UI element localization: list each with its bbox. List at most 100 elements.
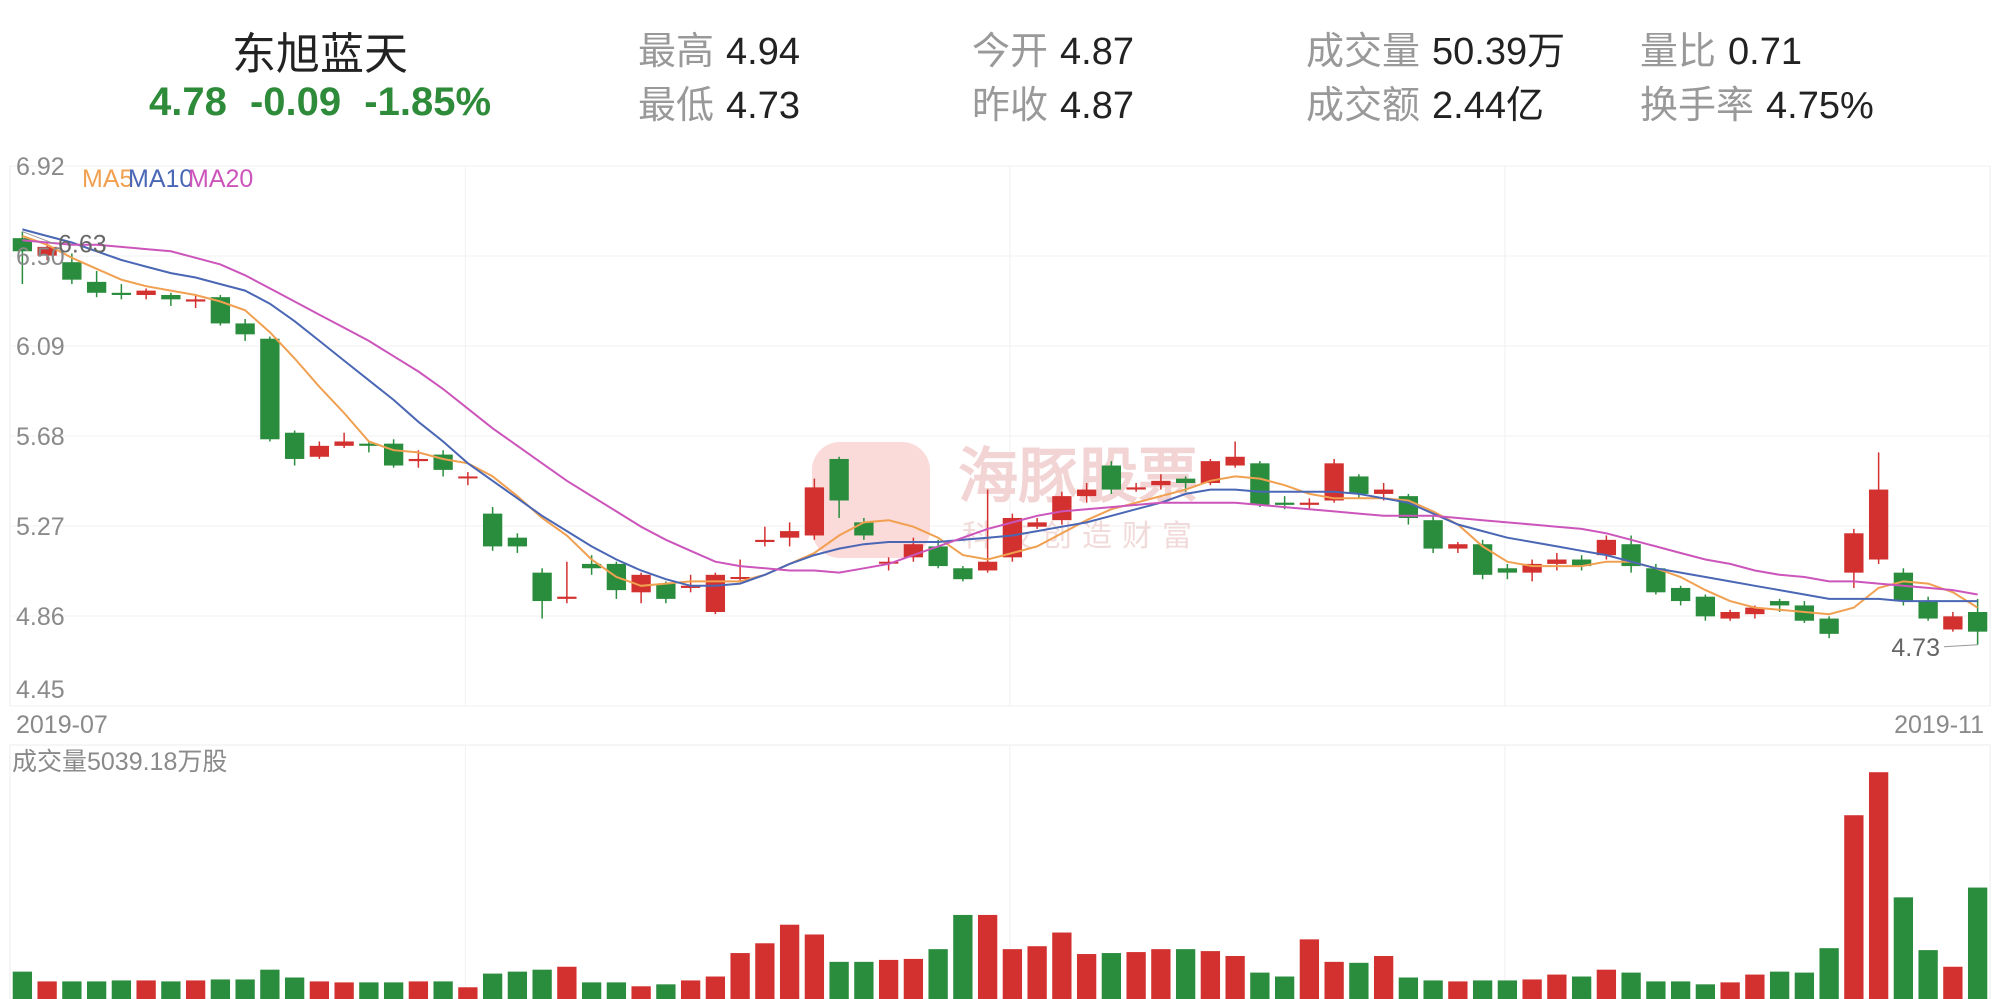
- volume-bar: [12, 971, 33, 999]
- candle-body: [1695, 596, 1716, 617]
- volume-bar: [1398, 977, 1419, 999]
- volume-bar: [854, 961, 874, 999]
- candle-body: [1027, 522, 1047, 527]
- volume-bars: [12, 772, 1988, 999]
- volume-bar: [705, 976, 726, 999]
- volume-bar: [1893, 897, 1914, 999]
- volume-bar: [309, 981, 330, 999]
- stat-value: 2.44亿: [1432, 85, 1544, 127]
- volume-bar: [1175, 949, 1196, 999]
- volume-bar: [1472, 980, 1493, 999]
- volume-bar: [1646, 981, 1666, 999]
- y-axis-ticks: 6.92 6.50 6.09 5.68 5.27 4.86 4.45: [16, 153, 65, 704]
- stat-high: 最高 4.94: [638, 20, 800, 75]
- candle-body: [309, 445, 330, 457]
- stat-label: 最高: [638, 31, 715, 73]
- candle-body: [408, 458, 429, 462]
- price-row: 4.78 -0.09 -1.85%: [130, 80, 510, 125]
- volume-bar: [1967, 887, 1988, 999]
- candle-body: [1002, 517, 1023, 558]
- volume-bar: [111, 980, 132, 999]
- candle-body: [1200, 461, 1221, 484]
- stat-value: 4.75%: [1766, 85, 1874, 127]
- volume-bar: [1844, 815, 1864, 999]
- volume-bar: [1745, 974, 1765, 999]
- volume-bar: [86, 981, 107, 999]
- candle-body: [1844, 533, 1864, 573]
- volume-bar: [1002, 949, 1023, 999]
- volume-bar: [1373, 955, 1394, 999]
- volume-bar: [532, 969, 552, 999]
- volume-bar: [482, 973, 503, 999]
- watermark-brand: 海豚股票: [958, 443, 1198, 510]
- volume-bar: [1349, 962, 1369, 999]
- volume-bar: [359, 982, 379, 999]
- volume-bar: [878, 959, 899, 999]
- candle-body: [1101, 465, 1122, 490]
- candle-body: [1349, 476, 1369, 494]
- y-tick-label: 4.86: [16, 603, 65, 631]
- stat-value: 4.73: [726, 85, 800, 127]
- volume-bar: [1621, 972, 1641, 999]
- stat-volume-ratio: 量比 0.71: [1640, 20, 1802, 75]
- ma-lines: [22, 228, 1979, 616]
- candle-body: [235, 323, 255, 335]
- stat-label: 成交额: [1306, 85, 1421, 127]
- y-tick-label: 6.50: [16, 243, 65, 271]
- volume-bar: [656, 984, 676, 999]
- candle-body: [1250, 463, 1270, 505]
- stat-label: 成交量: [1306, 31, 1421, 73]
- volume-bar: [1027, 946, 1047, 999]
- candle-body: [656, 583, 676, 599]
- stat-prev-close: 昨收 4.87: [972, 74, 1134, 129]
- candle-body: [1225, 456, 1245, 466]
- volume-bar: [1819, 948, 1839, 999]
- candle-body: [804, 487, 825, 536]
- volume-bar: [1052, 932, 1072, 999]
- stat-turnover-rate: 换手率 4.75%: [1640, 74, 1874, 129]
- candle-body: [1819, 618, 1839, 634]
- volume-bar: [755, 943, 775, 999]
- stat-label: 昨收: [972, 85, 1049, 127]
- candle-body: [86, 281, 107, 293]
- volume-bar: [1670, 981, 1691, 999]
- candle-body: [829, 458, 849, 501]
- candle-body: [161, 294, 181, 300]
- candle-body: [878, 561, 899, 564]
- candle-body: [136, 290, 156, 295]
- legend-ma20: MA20: [188, 165, 253, 193]
- candle-body: [458, 476, 478, 479]
- candle-body: [1596, 539, 1617, 556]
- volume-bar: [631, 986, 651, 999]
- candle-body: [953, 568, 973, 580]
- volume-bar: [185, 980, 206, 999]
- volume-bar: [1720, 982, 1740, 999]
- volume-bar: [804, 934, 825, 999]
- candle-body: [1868, 489, 1889, 560]
- stock-name: 东旭蓝天: [232, 30, 408, 79]
- min-price-label: 4.73: [1891, 634, 1940, 662]
- max-marker-line: [22, 231, 55, 245]
- stat-value: 0.71: [1728, 31, 1802, 73]
- candle-body: [730, 577, 750, 580]
- candle-body: [1052, 496, 1072, 521]
- candle-body: [532, 572, 552, 602]
- candle-body: [1720, 611, 1740, 619]
- volume-bar: [260, 969, 280, 999]
- y-tick-label: 5.68: [16, 423, 65, 451]
- volume-bar: [235, 979, 255, 999]
- candle-body: [1547, 559, 1567, 564]
- y-tick-label: 5.27: [16, 513, 65, 541]
- candle-body: [1918, 601, 1938, 619]
- volume-bar: [1547, 974, 1567, 999]
- min-marker-line: [1943, 644, 1978, 648]
- candle-body: [1769, 601, 1790, 606]
- volume-label: 成交量5039.18万股: [12, 748, 227, 776]
- candles: [12, 231, 1988, 645]
- last-price: 4.78: [148, 80, 227, 124]
- stat-label: 换手率: [1640, 85, 1755, 127]
- volume-bar: [680, 980, 701, 999]
- stat-low: 最低 4.73: [638, 74, 800, 129]
- volume-bar: [903, 958, 924, 999]
